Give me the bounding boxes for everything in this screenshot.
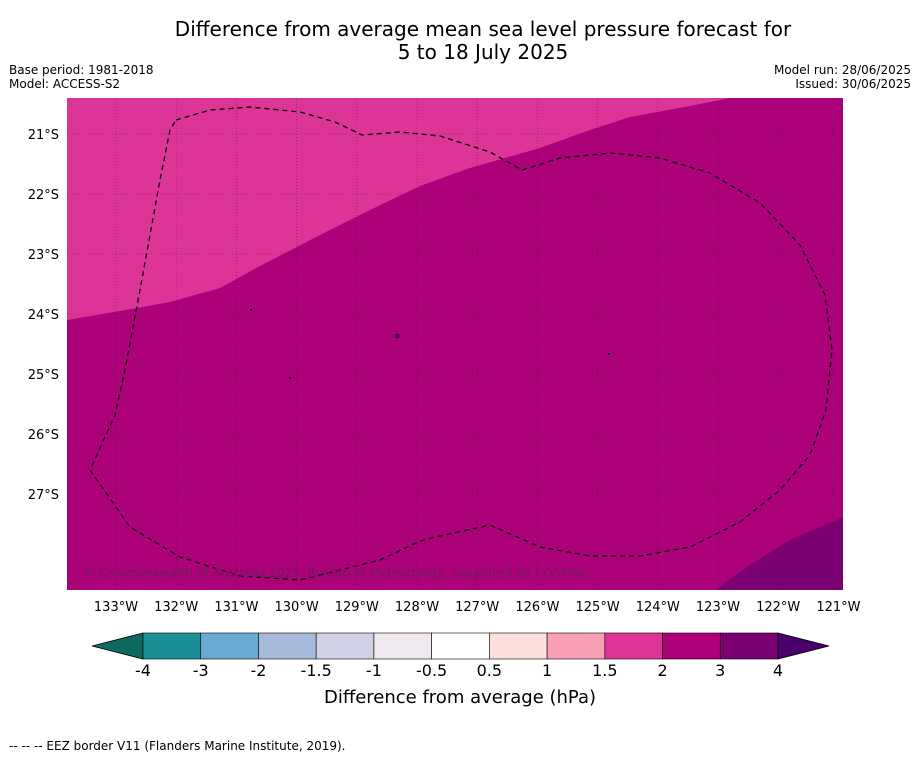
island-mark [249, 308, 253, 312]
colorbar-cell [604, 632, 663, 660]
latitude-label: 23°S [28, 248, 59, 263]
island-marks [249, 308, 611, 380]
meta-left: Base period: 1981-2018 Model: ACCESS-S2 [9, 63, 154, 91]
title-line-1: Difference from average mean sea level p… [174, 17, 792, 41]
colorbar: -4 -3 -2 -1.5 -1 -0.5 0.5 1 1.5 2 3 4 Difference fr… [91, 632, 830, 708]
base-period: Base period: 1981-2018 [9, 63, 154, 77]
model-run: Model run: 28/06/2025 [773, 63, 911, 77]
colorbar-cell [142, 632, 202, 660]
longitude-label: 130°W [275, 600, 319, 615]
eez-footnote: -- -- -- EEZ border V11 (Flanders Marine… [9, 739, 346, 753]
colorbar-tick-label: 4 [773, 661, 783, 680]
longitude-label: 124°W [636, 600, 680, 615]
longitude-label: 126°W [515, 600, 559, 615]
colorbar-tick-label: -2 [250, 661, 266, 680]
colorbar-tick-label: -4 [135, 661, 151, 680]
band-1-5-to-2-fill [67, 98, 730, 320]
latitude-label: 24°S [28, 308, 59, 323]
eez-border-line [89, 106, 833, 581]
colorbar-cell [546, 632, 606, 660]
longitude-label: 122°W [756, 600, 800, 615]
colorbar-tick-label: 1.5 [592, 661, 617, 680]
colorbar-cell [662, 632, 721, 660]
colorbar-tick-labels: -4 -3 -2 -1.5 -1 -0.5 0.5 1 1.5 2 3 4 [135, 661, 783, 680]
colorbar-tick-label: 1 [542, 661, 552, 680]
longitude-label: 125°W [576, 600, 620, 615]
copyright-notice: © Commonwealth of Australia 2025, Bureau… [83, 566, 588, 580]
island-mark [288, 376, 292, 380]
colorbar-cells [142, 632, 779, 660]
longitude-label: 127°W [455, 600, 499, 615]
colorbar-cell [489, 632, 548, 660]
title-line-2: 5 to 18 July 2025 [397, 40, 569, 64]
colorbar-cell [258, 632, 317, 660]
latitude-labels: 21°S 22°S 23°S 24°S 25°S 26°S 27°S [28, 128, 59, 503]
island-mark [394, 333, 400, 339]
graticule [67, 98, 843, 590]
latitude-label: 22°S [28, 188, 59, 203]
colorbar-cell [200, 632, 259, 660]
map-plot-area: © Commonwealth of Australia 2025, Bureau… [67, 98, 843, 590]
colorbar-tick-label: 2 [657, 661, 667, 680]
latitude-label: 25°S [28, 368, 59, 383]
longitude-label: 121°W [816, 600, 860, 615]
longitude-label: 131°W [214, 600, 258, 615]
longitude-label: 128°W [395, 600, 439, 615]
latitude-label: 26°S [28, 428, 59, 443]
longitude-label: 129°W [335, 600, 379, 615]
colorbar-tick-label: -1 [366, 661, 382, 680]
colorbar-tick-label: 0.5 [477, 661, 502, 680]
colorbar-cell [373, 632, 432, 660]
longitude-label: 133°W [94, 600, 138, 615]
colorbar-cell [315, 632, 375, 660]
longitude-label: 123°W [696, 600, 740, 615]
longitude-label: 132°W [154, 600, 198, 615]
colorbar-tick-label: 3 [715, 661, 725, 680]
colorbar-tick-label: -3 [193, 661, 209, 680]
colorbar-high-extend [777, 632, 830, 660]
latitude-label: 21°S [28, 128, 59, 143]
map-title: Difference from average mean sea level p… [0, 18, 919, 64]
latitude-label: 27°S [28, 488, 59, 503]
colorbar-cell [719, 632, 779, 660]
colorbar-cell [431, 632, 490, 660]
colorbar-tick-label: -0.5 [416, 661, 447, 680]
meta-right: Model run: 28/06/2025 Issued: 30/06/2025 [774, 63, 911, 91]
colorbar-label: Difference from average (hPa) [324, 687, 596, 708]
longitude-labels: 133°W 132°W 131°W 130°W 129°W 128°W 127°W 126°W… [94, 600, 861, 615]
issued-date: Issued: 30/06/2025 [795, 77, 911, 91]
colorbar-tick-label: -1.5 [301, 661, 332, 680]
model-name: Model: ACCESS-S2 [9, 77, 121, 91]
band-3-to-4-fill [715, 517, 843, 590]
colorbar-low-extend [91, 632, 144, 660]
island-mark [607, 352, 611, 356]
